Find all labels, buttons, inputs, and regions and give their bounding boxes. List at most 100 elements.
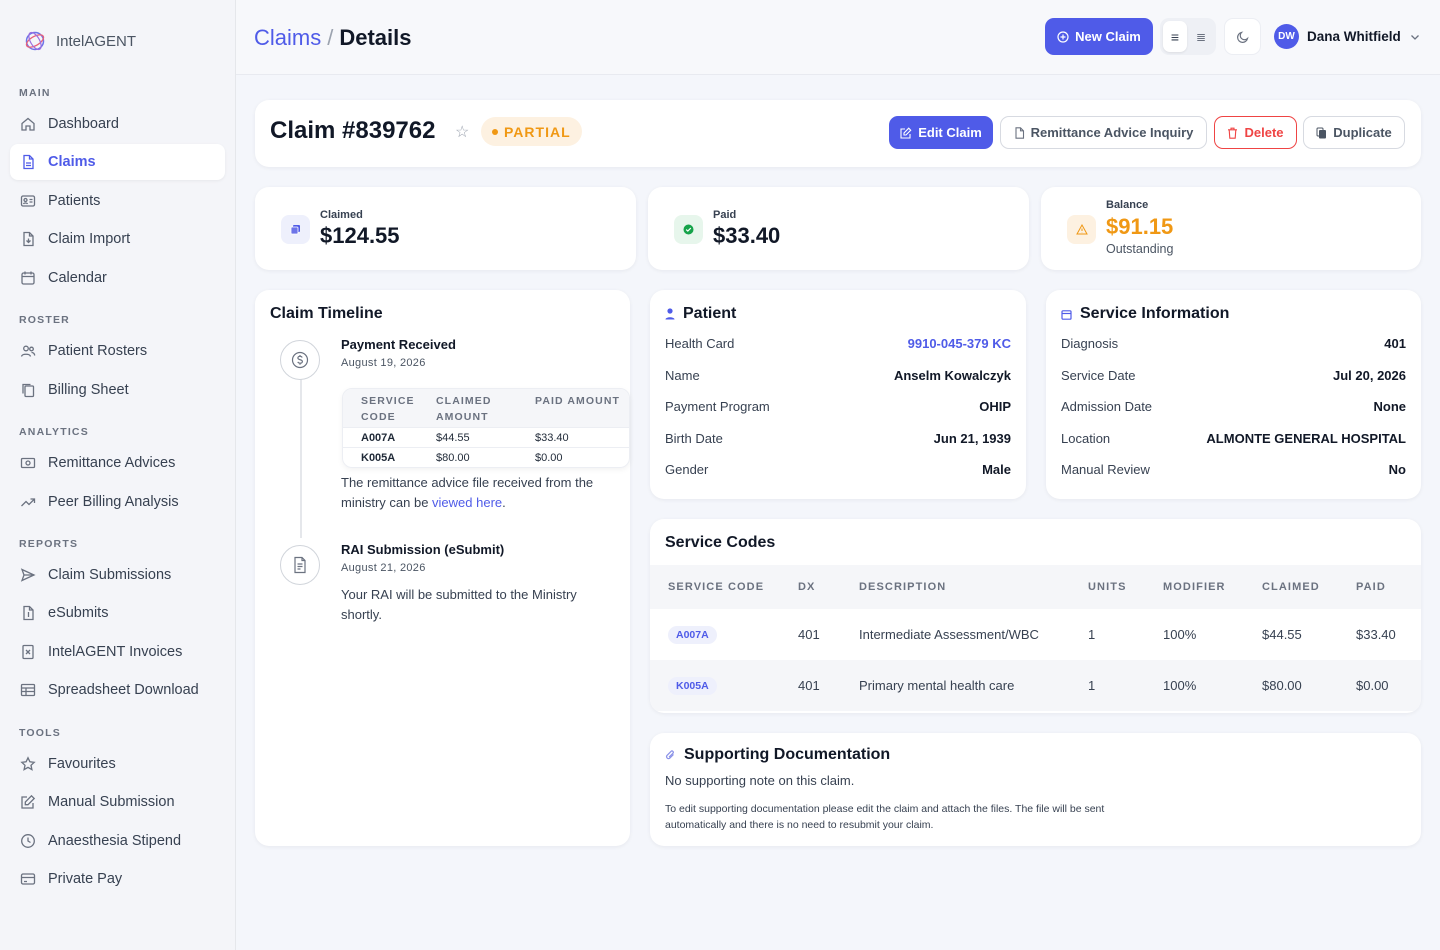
delete-button[interactable]: Delete xyxy=(1214,116,1297,149)
remittance-inquiry-button[interactable]: Remittance Advice Inquiry xyxy=(1000,116,1207,149)
mini-cell-claimed: $80.00 xyxy=(436,451,470,464)
patient-title: Patient xyxy=(683,305,737,322)
sidebar-item-esubmits[interactable]: eSubmits xyxy=(10,595,225,631)
patient-field: Name Anselm Kowalczyk xyxy=(665,368,1011,383)
sidebar-item-private-pay[interactable]: Private Pay xyxy=(10,861,225,897)
invoice-icon xyxy=(22,644,34,660)
mini-header-service-code: SERVICE CODE xyxy=(361,395,415,423)
header-dx: DX xyxy=(798,581,816,593)
sidebar-item-dashboard[interactable]: Dashboard xyxy=(10,106,225,142)
table-row[interactable]: A007A 401 Intermediate Assessment/WBC 1 … xyxy=(650,609,1421,660)
patient-field: Birth Date Jun 21, 1939 xyxy=(665,431,1011,446)
user-icon xyxy=(665,308,675,320)
sidebar-item-manual-submission[interactable]: Manual Submission xyxy=(10,784,225,820)
user-name: Dana Whitfield xyxy=(1307,29,1401,44)
sidebar-item-label: Claims xyxy=(48,154,96,170)
field-label: Diagnosis xyxy=(1061,336,1119,351)
paid-stat-card: Paid $33.40 xyxy=(648,187,1029,270)
field-value: Jun 21, 1939 xyxy=(933,431,1011,446)
units-cell: 1 xyxy=(1088,627,1096,642)
patient-field: Payment Program OHIP xyxy=(665,399,1011,414)
new-claim-button[interactable]: New Claim xyxy=(1045,18,1153,55)
sidebar-item-patients[interactable]: Patients xyxy=(10,183,225,219)
section-analytics: ANALYTICS xyxy=(19,426,89,438)
table-row[interactable]: K005A 401 Primary mental health care 1 1… xyxy=(650,660,1421,711)
mini-cell-code: K005A xyxy=(361,451,396,464)
field-label: Birth Date xyxy=(665,431,723,446)
timeline-line xyxy=(300,368,302,538)
clock-icon xyxy=(21,834,35,848)
service-info-header: Service Information xyxy=(1061,305,1229,323)
field-label: Payment Program xyxy=(665,399,770,414)
sidebar-item-label: Favourites xyxy=(48,756,116,772)
sidebar-item-label: Dashboard xyxy=(48,116,119,132)
service-field: Location ALMONTE GENERAL HOSPITAL xyxy=(1061,431,1406,446)
duplicate-icon xyxy=(1316,127,1327,138)
sidebar-item-claims[interactable]: Claims xyxy=(10,144,225,180)
header-paid: PAID xyxy=(1356,581,1386,593)
service-codes-card: Service Codes SERVICE CODE DX DESCRIPTIO… xyxy=(650,519,1421,713)
viewed-here-link[interactable]: viewed here xyxy=(432,495,503,510)
copy-icon xyxy=(22,383,35,398)
field-value: ALMONTE GENERAL HOSPITAL xyxy=(1206,431,1406,446)
page-title: Details xyxy=(339,25,412,50)
sidebar-item-label: Billing Sheet xyxy=(48,382,129,398)
sidebar-item-calendar[interactable]: Calendar xyxy=(10,260,225,296)
timeline-event-date: August 21, 2026 xyxy=(341,562,426,574)
favourite-star-icon[interactable]: ☆ xyxy=(455,124,470,141)
service-codes-header: SERVICE CODE DX DESCRIPTION UNITS MODIFI… xyxy=(650,565,1421,609)
view-toggle: ≡ ≣ xyxy=(1160,18,1216,55)
topbar: Claims / Details New Claim ≡ ≣ DW Dana W… xyxy=(236,0,1440,75)
sidebar-item-label: eSubmits xyxy=(48,605,109,621)
timeline-event-date: August 19, 2026 xyxy=(341,357,426,369)
sidebar-item-patient-rosters[interactable]: Patient Rosters xyxy=(10,333,225,369)
table-icon xyxy=(20,683,36,697)
patient-card: Patient Health Card 9910-045-379 KC Name A… xyxy=(650,290,1026,499)
service-field: Manual Review No xyxy=(1061,462,1406,477)
patient-field: Health Card 9910-045-379 KC xyxy=(665,336,1011,351)
claim-timeline-card: Claim Timeline Payment Received August 1… xyxy=(255,290,630,846)
dark-mode-toggle[interactable] xyxy=(1224,18,1261,55)
sidebar-item-spreadsheet[interactable]: Spreadsheet Download xyxy=(10,672,225,708)
list-view-icon[interactable]: ≡ xyxy=(1163,21,1187,52)
supporting-docs-title: Supporting Documentation xyxy=(684,746,891,763)
calendar-icon xyxy=(1061,309,1072,320)
duplicate-button[interactable]: Duplicate xyxy=(1303,116,1405,149)
sidebar-item-invoices[interactable]: IntelAGENT Invoices xyxy=(10,634,225,670)
calendar-icon xyxy=(21,271,35,285)
document-icon xyxy=(1015,126,1024,139)
sidebar-item-claim-import[interactable]: Claim Import xyxy=(10,221,225,257)
header-description: DESCRIPTION xyxy=(859,581,947,593)
units-cell: 1 xyxy=(1088,678,1096,693)
user-menu[interactable]: DW Dana Whitfield xyxy=(1274,24,1421,49)
users-icon xyxy=(20,345,36,357)
compact-view-icon[interactable]: ≣ xyxy=(1195,29,1207,44)
health-card-link[interactable]: 9910-045-379 KC xyxy=(907,336,1011,351)
sidebar-item-label: Manual Submission xyxy=(48,794,175,810)
claimed-cell: $80.00 xyxy=(1262,678,1302,693)
sidebar-item-peer-billing[interactable]: Peer Billing Analysis xyxy=(10,484,225,520)
remittance-text-end: . xyxy=(502,495,506,510)
sidebar-item-label: Calendar xyxy=(48,270,107,286)
sidebar-item-anaesthesia[interactable]: Anaesthesia Stipend xyxy=(10,823,225,859)
breadcrumb-claims-link[interactable]: Claims xyxy=(254,25,322,50)
sidebar-item-remittance-advices[interactable]: Remittance Advices xyxy=(10,445,225,481)
edit-claim-button[interactable]: Edit Claim xyxy=(889,116,993,149)
sidebar-item-label: Anaesthesia Stipend xyxy=(48,833,182,849)
sidebar-item-favourites[interactable]: Favourites xyxy=(10,746,225,782)
moon-icon xyxy=(1236,30,1249,43)
brand[interactable]: IntelAGENT xyxy=(24,30,136,52)
document-icon xyxy=(23,154,34,170)
field-value: OHIP xyxy=(979,399,1011,414)
header-claimed: CLAIMED xyxy=(1262,581,1320,593)
sidebar-item-billing-sheet[interactable]: Billing Sheet xyxy=(10,372,225,408)
chevron-down-icon xyxy=(1410,34,1419,40)
sidebar-item-claim-submissions[interactable]: Claim Submissions xyxy=(10,557,225,593)
file-import-icon xyxy=(23,231,34,247)
field-value: Anselm Kowalczyk xyxy=(893,368,1011,383)
field-value: No xyxy=(1388,462,1406,477)
description-cell: Intermediate Assessment/WBC xyxy=(859,627,1039,642)
claimed-value: $124.55 xyxy=(320,223,400,248)
field-label: Manual Review xyxy=(1061,462,1150,477)
service-code-cell: K005A xyxy=(668,676,717,695)
